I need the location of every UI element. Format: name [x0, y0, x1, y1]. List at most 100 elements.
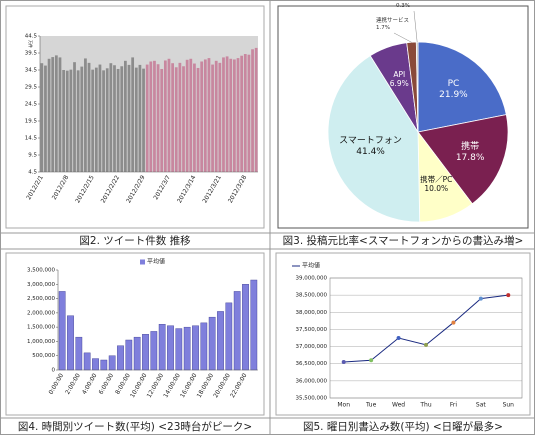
bar: [167, 58, 171, 172]
bar: [182, 66, 185, 172]
bar: [116, 68, 120, 172]
bar: [218, 62, 222, 172]
bar: [58, 291, 66, 371]
y-tick-label: 500,000: [32, 353, 55, 359]
marker: [478, 296, 483, 301]
bar: [62, 70, 65, 172]
slice-label: iPad: [396, 0, 407, 2]
bar: [58, 57, 62, 172]
plot-area: [40, 36, 258, 172]
bar: [214, 60, 218, 172]
bar: [225, 302, 233, 371]
plot-border: [329, 277, 523, 399]
bar: [158, 324, 166, 371]
y-tick-label: 0: [52, 368, 56, 374]
slice-value: 41.4%: [356, 147, 385, 157]
legend-swatch: [140, 259, 145, 265]
y-tick-label: 2,000,000: [27, 310, 55, 316]
bar: [211, 64, 214, 172]
y-tick-label: 4.5: [28, 170, 37, 176]
bar: [124, 60, 127, 172]
bar: [117, 345, 124, 371]
caption: 図3. 投稿元比率<スマートフォンからの書込み増>: [283, 234, 524, 247]
bar: [150, 331, 158, 371]
bar: [240, 55, 244, 172]
x-tick-label: Mon: [337, 402, 350, 409]
bar: [222, 57, 225, 172]
bar: [243, 54, 247, 172]
bar: [250, 279, 258, 371]
y-tick-label: 35,500,000: [296, 396, 328, 402]
y-tick-label: 2,500,000: [27, 296, 55, 302]
y-tick-label: 36,500,000: [296, 361, 328, 367]
bar: [203, 59, 207, 172]
y-tick-label: 3,500,000: [27, 268, 55, 274]
bar: [192, 325, 199, 371]
bar: [73, 62, 76, 172]
bar: [175, 328, 183, 371]
bar: [44, 65, 47, 172]
bar: [98, 64, 102, 172]
bar: [193, 63, 196, 172]
slice: [417, 114, 509, 205]
bar: [167, 325, 174, 371]
bar: [163, 60, 167, 173]
marker: [424, 342, 428, 347]
bar: [40, 63, 44, 173]
bar: [83, 352, 91, 371]
slice-value: 10.0%: [424, 184, 448, 193]
slice-value: 6.9%: [390, 79, 409, 88]
bar: [174, 67, 178, 172]
y-tick-label: 19.5: [25, 119, 38, 125]
bar: [125, 339, 133, 371]
caption: 図4. 時間別ツイート数(平均) <23時台がピーク>: [18, 420, 252, 433]
y-tick-label: 36,000,000: [296, 378, 328, 384]
y-tick-label: 44.5: [25, 34, 38, 40]
y-tick-label: 24.5: [25, 102, 38, 108]
slice-label: 連携サービス: [376, 16, 409, 24]
bar: [225, 56, 229, 172]
bar: [149, 61, 153, 172]
slice: [417, 41, 507, 133]
bar: [67, 315, 74, 371]
marker: [341, 360, 346, 364]
bar: [80, 66, 84, 172]
bar: [254, 47, 258, 172]
bar: [105, 68, 109, 172]
y-tick-label: 1,500,000: [27, 325, 55, 331]
slice-value: 17.8%: [456, 153, 485, 163]
bar: [108, 355, 116, 371]
y-tick-label: 39.5: [25, 51, 38, 57]
bar: [233, 291, 241, 371]
bar: [142, 68, 145, 172]
leader-line: [413, 10, 418, 43]
bar: [138, 64, 142, 172]
bar: [65, 70, 69, 172]
caption: 図2. ツイート件数 推移: [79, 234, 191, 247]
bar: [145, 64, 149, 172]
bar: [217, 311, 224, 371]
marker: [396, 336, 401, 340]
slice: [415, 41, 419, 133]
slice-label: API: [393, 70, 405, 79]
bar: [102, 70, 105, 172]
y-tick-label: 14.5: [25, 136, 38, 142]
bar: [54, 55, 58, 172]
marker: [451, 320, 456, 325]
bar: [178, 62, 182, 172]
slice-label: スマートフォン: [339, 136, 402, 146]
bar: [236, 58, 240, 172]
bar: [51, 57, 55, 172]
slice-label: PC: [448, 79, 460, 89]
chart-box: [275, 252, 531, 416]
leader-line: [393, 32, 412, 43]
x-tick-label: Wed: [392, 402, 405, 409]
marker: [506, 293, 511, 298]
y-tick-label: 39,000,000: [296, 276, 328, 282]
bar: [120, 66, 124, 172]
y-tick-label: 9.5: [28, 153, 37, 159]
y-tick-label: 29.5: [25, 85, 38, 91]
bar: [242, 284, 249, 371]
